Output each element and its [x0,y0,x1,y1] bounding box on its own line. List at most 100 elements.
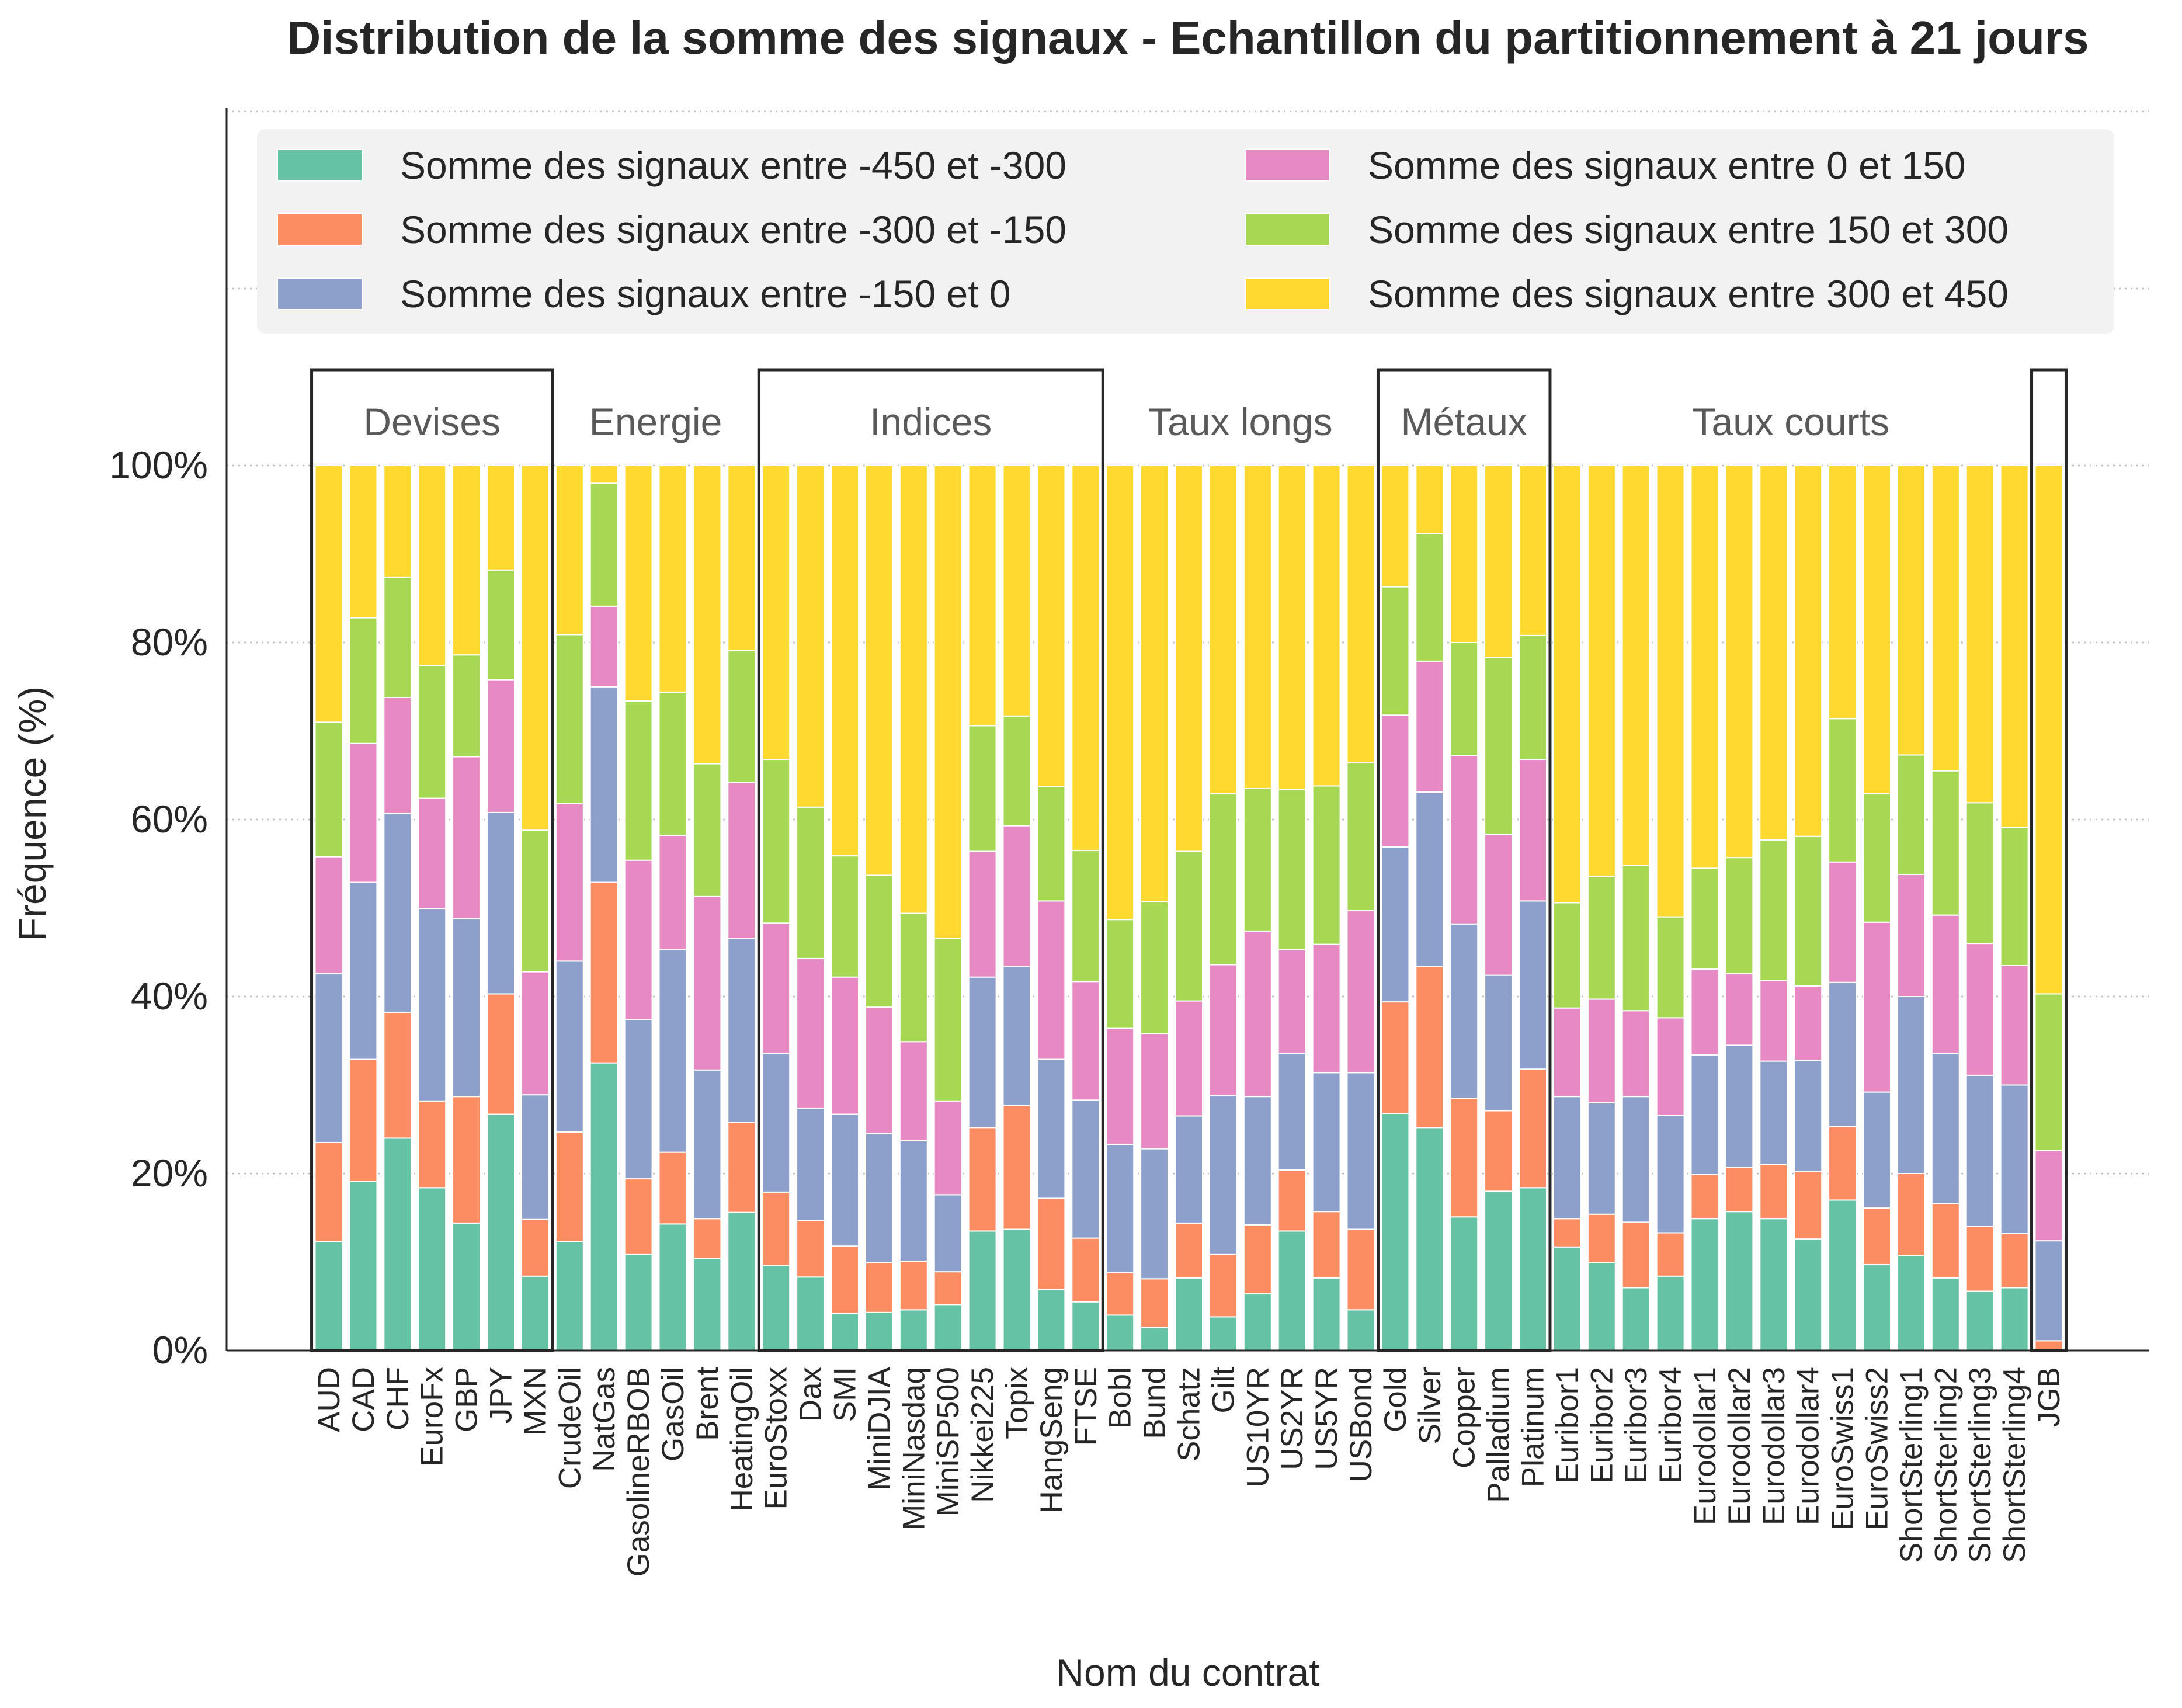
bar-segment [1725,465,1754,859]
legend-swatch [1245,213,1330,246]
bar-segment [864,465,894,876]
y-ticks: 0% 20% 40% 60% 80% 100% [109,443,208,1372]
bar-segment [1621,1010,1651,1098]
bar-segment [1071,850,1100,983]
bar-segment [796,957,825,1109]
bar-segment [418,908,447,1102]
bar-segment [314,1241,343,1352]
bar-segment [762,1265,791,1352]
bar-segment [1863,465,1891,795]
legend-swatch [277,213,363,246]
bar-segment [1828,861,1857,983]
x-tick-label: MiniDJIA [862,1366,897,1491]
y-tick-label: 100% [109,443,208,487]
bar-segment [1381,586,1410,716]
bar-segment [658,465,687,693]
bar-segment [933,1304,963,1351]
axes [225,108,2149,1352]
y-tick-label: 40% [131,974,208,1018]
bar-segment [1002,1105,1031,1230]
bar-segment [1175,1222,1203,1279]
bar-segment [349,881,378,1060]
bar-segment [624,700,653,861]
bar-segment [1002,825,1031,967]
bar-segment [831,1245,859,1314]
bar-segment [2000,1233,2029,1289]
bar-segment [520,465,550,831]
bar-segment [1071,1301,1100,1352]
bar-segment [2034,1150,2063,1242]
bar-segment [1071,465,1100,852]
x-tick-label: Bobl [1103,1367,1138,1429]
legend-label: Somme des signaux entre -150 et 0 [400,272,1011,315]
bar-segment [1037,1058,1066,1199]
bar-segment [1002,966,1031,1106]
x-tick-label: HangSeng [1034,1367,1069,1513]
bar-segment [1621,865,1651,1012]
bar-segment [1415,465,1444,534]
bar-segment [418,797,447,910]
bar-segment [1071,981,1100,1101]
bar-segment [1140,1033,1169,1150]
bar-segment [1794,1060,1823,1172]
x-tick-label: Euribor4 [1653,1367,1688,1484]
x-tick-label: Nikkei225 [965,1367,1000,1503]
bar-segment [1621,465,1651,866]
bar-segment [2034,993,2063,1151]
bar-segment [933,1100,963,1196]
bar-segment [418,665,447,799]
bar-segment [864,1133,894,1264]
bar-segment [1656,465,1685,918]
bar-segment [2034,1240,2063,1342]
bar-segment [1140,1278,1169,1328]
bar-segment [1931,1052,1960,1204]
bar-segment [1037,1289,1066,1352]
bar-segment [864,1006,894,1134]
bar-segment [349,742,378,883]
bar-segment [1415,791,1444,967]
bar-segment [1690,465,1719,869]
bar-segment [1277,1052,1307,1171]
legend-item: Somme des signaux entre 300 et 450 [1245,272,2009,315]
x-tick-label: JGB [2032,1367,2066,1427]
bar-segment [1965,1226,1995,1292]
bar-segment [1587,998,1616,1103]
bar-segment [1140,901,1169,1034]
x-tick-label: ShortSterling2 [1929,1367,1963,1563]
bar-segment [1552,465,1582,904]
bar-segment [1346,1228,1375,1311]
legend-frame [257,129,2114,334]
bar-segment [1656,1275,1685,1351]
bar-segment [968,976,997,1129]
bar-segment [658,835,687,950]
bar-segment [1759,1164,1788,1220]
bar-segment [1071,1237,1100,1303]
bar-segment [1346,1072,1375,1230]
bar-segment [1896,873,1926,998]
x-tick-label: Euribor2 [1585,1367,1619,1484]
bar-segment [796,465,825,808]
x-tick-label: AUD [312,1367,346,1432]
bar-segment [1863,1091,1891,1209]
bar-segment [1794,1171,1823,1240]
bar-segment [1863,793,1891,923]
bar-segment [693,763,722,897]
bar-segment [727,465,756,651]
bar-segment [1896,754,1926,875]
bar-segment [693,895,722,1071]
bar-segment [831,1313,859,1352]
bar-segment [1965,943,1995,1076]
bar-segment [452,1096,481,1224]
bar-segment [1794,835,1823,987]
bar-segment [796,1276,825,1351]
bar-segment [1106,1144,1135,1273]
legend-swatch [277,149,363,182]
bar-segment [1690,1218,1719,1351]
bar-segment [1002,1228,1031,1352]
bar-segment [1656,1232,1685,1277]
bar-segment [1346,1309,1375,1352]
x-tick-label: US5YR [1309,1367,1344,1470]
x-tick-label: ShortSterling4 [1997,1367,2032,1563]
bar-segment [1621,1221,1651,1289]
bar-segment [899,465,928,914]
